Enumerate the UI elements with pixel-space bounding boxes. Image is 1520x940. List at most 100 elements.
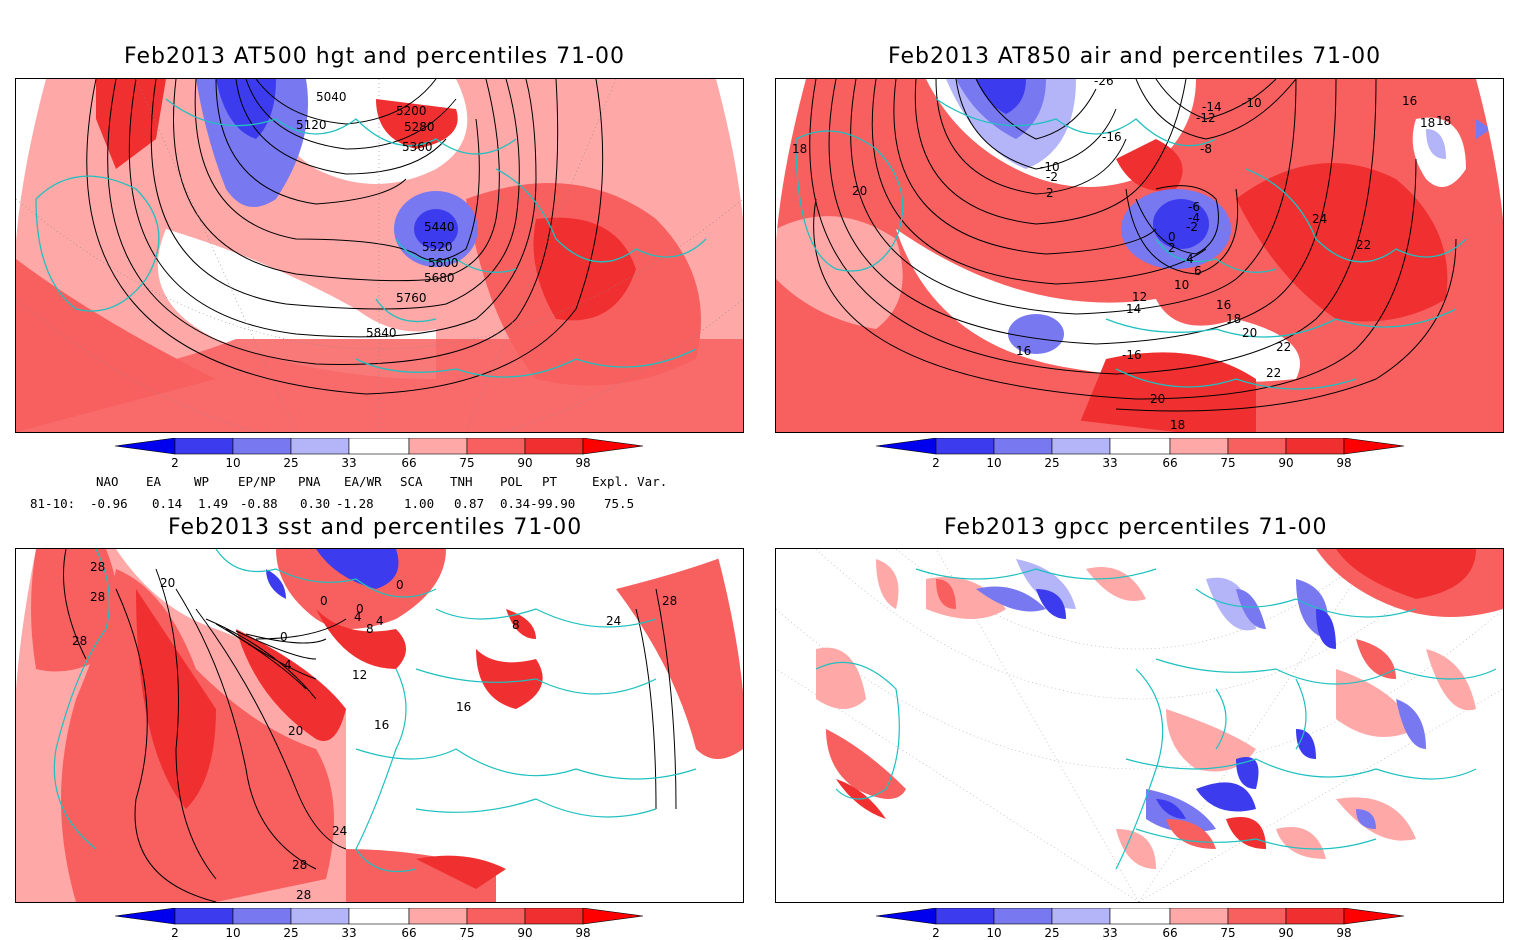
contour-label: 28 bbox=[90, 590, 105, 604]
colorbar-tick: 98 bbox=[575, 456, 590, 470]
colorbar-top-left: 2 10 25 33 66 75 90 98 bbox=[115, 438, 644, 470]
contour-label: 5760 bbox=[396, 291, 427, 305]
colorbar-tick: 75 bbox=[1220, 926, 1235, 940]
contour-label: 8 bbox=[512, 618, 520, 632]
contour-label: -4 bbox=[1188, 211, 1200, 225]
contour-label: 0 bbox=[356, 602, 364, 616]
contour-label: 12 bbox=[1132, 290, 1147, 304]
colorbar-tick: 90 bbox=[517, 456, 532, 470]
map-gpcc bbox=[775, 548, 1504, 903]
contour-label: 2 bbox=[1168, 241, 1176, 255]
contour-label: -2 bbox=[1046, 170, 1058, 184]
contour-label: 28 bbox=[292, 858, 307, 872]
contour-label: 2 bbox=[1046, 186, 1054, 200]
colorbar-tick: 98 bbox=[1336, 926, 1351, 940]
hgt500-contour-labels: 5040 5120 5200 5280 5360 5440 5520 5600 … bbox=[296, 90, 459, 340]
colorbar-tick: 2 bbox=[171, 456, 179, 470]
index-value: -1.28 bbox=[336, 496, 374, 511]
contour-label: 10 bbox=[1174, 278, 1189, 292]
contour-label: 20 bbox=[852, 184, 867, 198]
index-header: TNH bbox=[450, 474, 473, 489]
contour-label: 18 bbox=[1420, 116, 1435, 130]
contour-label: 18 bbox=[1436, 114, 1451, 128]
colorbar-tick: 98 bbox=[1336, 456, 1351, 470]
colorbar-tick: 25 bbox=[1044, 456, 1059, 470]
contour-label: 20 bbox=[1150, 392, 1165, 406]
panel-title-hgt500: Feb2013 AT500 hgt and percentiles 71-00 bbox=[124, 44, 626, 69]
colorbar-tick: 33 bbox=[341, 926, 356, 940]
index-header: NAO bbox=[96, 474, 119, 489]
colorbar-tick: 75 bbox=[459, 456, 474, 470]
index-header: EA bbox=[146, 474, 162, 489]
colorbar-tick: 2 bbox=[932, 926, 940, 940]
contour-label: -26 bbox=[1094, 79, 1114, 88]
contour-label: 5280 bbox=[404, 120, 435, 134]
contour-label: 4 bbox=[284, 658, 292, 672]
contour-label: 5600 bbox=[428, 256, 459, 270]
contour-label: 22 bbox=[1266, 366, 1281, 380]
panel-title-air850: Feb2013 AT850 air and percentiles 71-00 bbox=[888, 44, 1382, 69]
contour-label: 0 bbox=[1168, 230, 1176, 244]
contour-label: 20 bbox=[288, 724, 303, 738]
colorbar-tick: 25 bbox=[283, 456, 298, 470]
contour-label: 5360 bbox=[402, 140, 433, 154]
contour-label: 18 bbox=[792, 142, 807, 156]
index-header: PT bbox=[542, 474, 558, 489]
index-value: -0.88 bbox=[240, 496, 278, 511]
index-value: 0.34-99.90 bbox=[500, 496, 576, 511]
colorbar-tick: 98 bbox=[575, 926, 590, 940]
panel-title-gpcc: Feb2013 gpcc percentiles 71-00 bbox=[944, 515, 1328, 540]
map-sst: 28 28 28 20 0 0 0 4 4 8 0 4 12 16 20 24 … bbox=[15, 548, 744, 903]
colorbar-tick: 2 bbox=[932, 456, 940, 470]
colorbar-tick: 10 bbox=[986, 926, 1001, 940]
contour-label: 4 bbox=[1186, 252, 1194, 266]
contour-label: 14 bbox=[1126, 302, 1141, 316]
contour-label: 5040 bbox=[316, 90, 347, 104]
colorbar-tick: 66 bbox=[1162, 926, 1177, 940]
contour-label: 20 bbox=[160, 576, 175, 590]
index-value: 1.49 bbox=[198, 496, 229, 511]
contour-label: 28 bbox=[90, 560, 105, 574]
contour-label: 16 bbox=[1402, 94, 1417, 108]
colorbar-bottom-left: 2 10 25 33 66 75 90 98 bbox=[115, 908, 644, 940]
colorbar-tick: 33 bbox=[341, 456, 356, 470]
contour-label: -12 bbox=[1196, 111, 1216, 125]
colorbar-tick: 66 bbox=[1162, 456, 1177, 470]
contour-label: 16 bbox=[374, 718, 389, 732]
colorbar-tick: 66 bbox=[401, 926, 416, 940]
colorbar-tick: 90 bbox=[1278, 456, 1293, 470]
index-value: 0.87 bbox=[454, 496, 485, 511]
index-value: 0.14 bbox=[152, 496, 183, 511]
index-value: 1.00 bbox=[404, 496, 435, 511]
contour-label: 16 bbox=[1216, 298, 1231, 312]
contour-label: 0 bbox=[320, 594, 328, 608]
contour-label: -16 bbox=[1122, 348, 1142, 362]
colorbar-tick: 75 bbox=[459, 926, 474, 940]
contour-label: 8 bbox=[366, 622, 374, 636]
contour-label: -16 bbox=[1102, 130, 1122, 144]
index-header: SCA bbox=[400, 474, 423, 489]
index-value: -0.96 bbox=[90, 496, 128, 511]
contour-label: 5120 bbox=[296, 118, 327, 132]
contour-label: 5680 bbox=[424, 271, 455, 285]
index-period: 81-10: bbox=[30, 496, 76, 511]
contour-label: 28 bbox=[296, 888, 311, 902]
contour-label: 16 bbox=[456, 700, 471, 714]
colorbar-tick: 10 bbox=[986, 456, 1001, 470]
sst-contour-labels: 28 28 28 20 0 0 0 4 4 8 0 4 12 16 20 24 … bbox=[72, 560, 677, 902]
contour-label: 18 bbox=[1226, 312, 1241, 326]
index-header: EA/WR bbox=[344, 474, 382, 489]
contour-label: 4 bbox=[376, 614, 384, 628]
contour-label: 20 bbox=[1242, 326, 1257, 340]
contour-label: -14 bbox=[1202, 100, 1222, 114]
contour-label: 5840 bbox=[366, 326, 397, 340]
contour-label: 5520 bbox=[422, 240, 453, 254]
contour-label: 12 bbox=[352, 668, 367, 682]
contour-label: 24 bbox=[606, 614, 621, 628]
contour-label: 24 bbox=[1312, 212, 1327, 226]
contour-label: -8 bbox=[1200, 142, 1212, 156]
contour-label: 5200 bbox=[396, 104, 427, 118]
index-value: 0.30 bbox=[300, 496, 331, 511]
map-air850: -26 -14 -12 -10 -16 -8 -10 -2 2 -6 -4 -2… bbox=[775, 78, 1504, 433]
contour-label: 0 bbox=[396, 578, 404, 592]
